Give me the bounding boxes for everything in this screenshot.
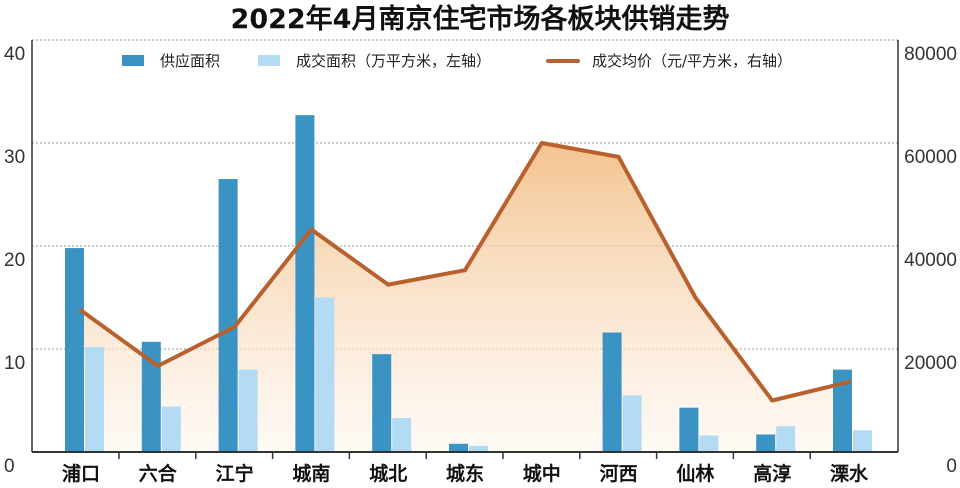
category-label: 江宁 <box>216 462 254 485</box>
right-tick-label: 80000 <box>904 44 957 65</box>
bar-sales <box>392 418 412 452</box>
right-tick-label: 0 <box>946 456 957 477</box>
price-area-fill <box>81 143 849 452</box>
right-tick-label: 60000 <box>904 147 957 168</box>
price-point <box>155 363 160 368</box>
category-label: 河西 <box>600 463 638 485</box>
price-point <box>232 324 237 329</box>
category-label: 城东 <box>446 462 484 485</box>
bar-sales <box>315 297 335 452</box>
bar-sales <box>853 430 872 452</box>
left-tick-label: 20 <box>4 250 25 271</box>
price-line-series <box>79 141 851 403</box>
category-label: 六合 <box>139 462 178 485</box>
legend: 供应面积 成交面积（万平方米，左轴） 成交均价（元/平方米，右轴） <box>122 52 792 70</box>
category-label: 溧水 <box>830 462 869 485</box>
legend-swatch-supply <box>122 55 144 66</box>
price-point <box>770 398 775 403</box>
legend-label-supply: 供应面积 <box>160 52 220 70</box>
category-label: 高淳 <box>753 462 791 485</box>
left-tick-label: 0 <box>4 456 15 477</box>
category-labels: 浦口 六合 江宁 城南 城北 城东 城中 河西 仙林 高淳 溧水 <box>62 462 869 485</box>
bar-sales <box>85 346 104 452</box>
bar-supply <box>449 443 468 452</box>
price-point <box>463 268 467 273</box>
bar-sales <box>238 369 258 452</box>
price-point <box>386 282 391 287</box>
bar-sales <box>469 445 488 452</box>
tick-labels: 0 10 20 30 40 0 20000 40000 60000 80000 <box>4 44 957 477</box>
legend-label-sales: 成交面积（万平方米，左轴） <box>296 52 491 70</box>
category-label: 城北 <box>369 462 407 485</box>
chart-title: 2022年4月南京住宅市场各板块供销走势 <box>231 3 730 35</box>
left-tick-label: 30 <box>4 147 25 168</box>
bar-supply <box>65 248 84 452</box>
left-tick-label: 10 <box>4 353 25 374</box>
bar-sales <box>161 406 181 452</box>
axes <box>31 40 899 459</box>
bar-sales <box>699 435 719 452</box>
legend-label-price: 成交均价（元/平方米，右轴） <box>592 52 792 70</box>
right-tick-label: 20000 <box>904 353 957 374</box>
category-label: 浦口 <box>62 462 100 485</box>
bar-sales <box>776 426 796 452</box>
bar-supply <box>141 341 161 452</box>
category-label: 城南 <box>292 462 330 485</box>
bar-supply <box>218 179 238 453</box>
bar-supply <box>602 332 622 452</box>
bar-supply <box>756 434 776 452</box>
price-point <box>693 295 698 300</box>
bar-supply <box>679 407 699 452</box>
category-label: 仙林 <box>676 462 714 485</box>
category-label: 城中 <box>523 462 561 485</box>
bar-supply <box>295 115 315 452</box>
price-point <box>616 154 621 159</box>
price-area <box>81 143 849 452</box>
bar-supply <box>833 369 852 452</box>
price-point <box>79 308 83 313</box>
price-point <box>539 141 544 145</box>
bar-sales <box>622 395 642 452</box>
bar-supply <box>372 354 392 452</box>
price-point <box>847 379 851 384</box>
right-tick-label: 40000 <box>904 250 957 271</box>
bar-series <box>65 115 872 453</box>
legend-swatch-sales <box>258 55 280 66</box>
left-tick-label: 40 <box>4 44 25 65</box>
price-point <box>309 227 314 232</box>
